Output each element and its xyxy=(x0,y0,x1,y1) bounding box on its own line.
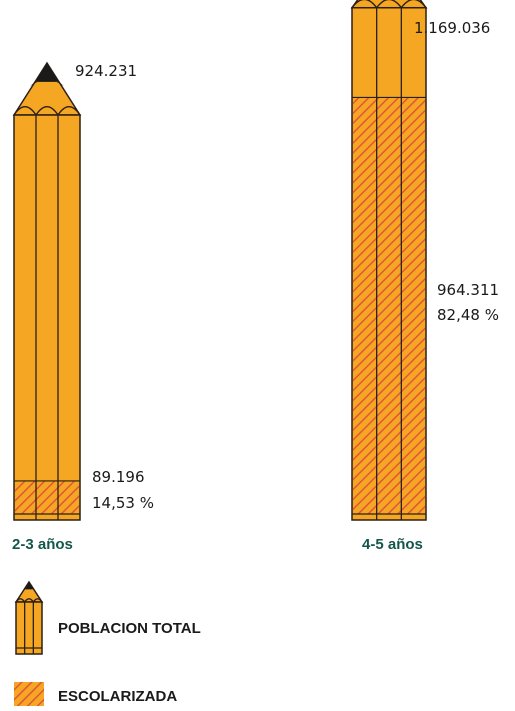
legend-pencil-tip-edge xyxy=(15,598,43,604)
bar-0-schooled xyxy=(15,480,79,514)
total-label-4-5: 1.169.036 xyxy=(414,19,490,37)
bar-0-lead xyxy=(35,63,59,82)
bar-0-tip-edge xyxy=(13,105,81,117)
schooled-label-4-5: 964.311 xyxy=(437,281,499,299)
bar-total-4-5 xyxy=(350,0,428,521)
legend-pencil-lead xyxy=(24,582,34,590)
percent-label-2-3: 14,53 % xyxy=(92,494,154,512)
bar-0-body xyxy=(13,114,81,521)
category-label-2-3: 2-3 años xyxy=(12,536,73,553)
legend-hatch-swatch xyxy=(14,682,44,706)
legend-schooled-label: ESCOLARIZADA xyxy=(58,688,177,705)
category-label-4-5: 4-5 años xyxy=(362,536,423,553)
legend: POBLACION TOTAL ESCOLARIZADA xyxy=(14,580,201,706)
legend-total-label: POBLACION TOTAL xyxy=(58,620,201,637)
legend-pencil-body xyxy=(15,601,43,655)
bar-0-lead-base xyxy=(29,79,65,87)
legend-pencil-icon xyxy=(14,580,44,655)
schooled-label-2-3: 89.196 xyxy=(92,468,145,486)
bar-1-schooled xyxy=(353,97,425,514)
bar-1-tip xyxy=(350,0,428,9)
bar-total-2-3 xyxy=(12,61,82,521)
total-label-2-3: 924.231 xyxy=(75,62,137,80)
legend-pencil-lead-base xyxy=(22,588,36,591)
percent-label-4-5: 82,48 % xyxy=(437,306,499,324)
